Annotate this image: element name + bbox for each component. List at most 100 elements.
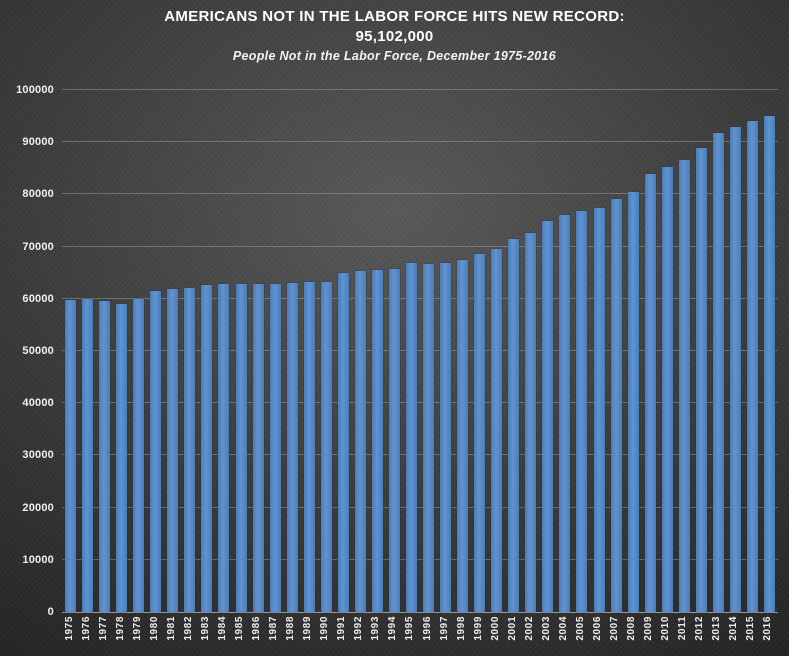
gridline bbox=[62, 89, 778, 90]
y-tick-label: 70000 bbox=[22, 240, 54, 253]
bar-2000 bbox=[491, 248, 503, 612]
chart-subtitle: People Not in the Labor Force, December … bbox=[232, 49, 557, 63]
x-tick-label: 1984 bbox=[216, 616, 228, 641]
y-axis-labels: 0 10000 20000 30000 40000 50000 60000 70000 8000… bbox=[0, 84, 54, 618]
bar-1987 bbox=[269, 283, 281, 612]
x-tick-label: 1998 bbox=[455, 616, 467, 641]
x-tick-label: 2000 bbox=[489, 616, 501, 641]
bar-2016 bbox=[763, 115, 775, 612]
bar-1977 bbox=[99, 300, 111, 612]
y-tick-label: 10000 bbox=[22, 553, 54, 566]
bar-2002 bbox=[525, 232, 537, 612]
x-tick-label: 2009 bbox=[643, 616, 655, 641]
bar-1976 bbox=[82, 299, 94, 612]
y-tick-label: 30000 bbox=[22, 449, 54, 462]
bar-2013 bbox=[712, 132, 724, 612]
bar-1999 bbox=[474, 254, 486, 612]
x-tick-label: 1977 bbox=[97, 616, 109, 641]
chart-title-value: 95,102,000 bbox=[355, 28, 434, 45]
x-tick-label: 2010 bbox=[660, 616, 672, 641]
bar-1995 bbox=[405, 263, 417, 612]
bar-1982 bbox=[184, 287, 196, 612]
x-tick-label: 1990 bbox=[319, 616, 331, 641]
x-tick-label: 1982 bbox=[182, 616, 194, 641]
y-tick-label: 40000 bbox=[22, 397, 54, 410]
x-tick-label: 2007 bbox=[609, 616, 621, 641]
x-tick-label: 2013 bbox=[711, 616, 723, 641]
gridline bbox=[62, 193, 778, 195]
x-tick-label: 1987 bbox=[268, 616, 280, 641]
bar-2010 bbox=[661, 167, 673, 612]
bar-2014 bbox=[729, 127, 741, 612]
x-tick-label: 1981 bbox=[165, 616, 177, 641]
x-tick-label: 2004 bbox=[557, 616, 569, 641]
x-tick-label: 1976 bbox=[80, 616, 92, 641]
x-tick-label: 1992 bbox=[353, 616, 365, 641]
bar-1997 bbox=[440, 263, 452, 612]
bar-2007 bbox=[610, 198, 622, 612]
bar-1981 bbox=[167, 288, 179, 612]
x-tick-label: 1975 bbox=[63, 616, 75, 641]
y-tick-label: 100000 bbox=[16, 84, 54, 96]
bar-2012 bbox=[695, 148, 707, 612]
bar-1984 bbox=[218, 284, 230, 612]
bar-2001 bbox=[508, 239, 520, 612]
bar-1993 bbox=[371, 269, 383, 612]
gridline bbox=[62, 297, 778, 299]
bar-1996 bbox=[423, 264, 435, 612]
x-tick-label: 2015 bbox=[745, 616, 757, 641]
x-tick-label: 2008 bbox=[626, 616, 638, 641]
x-tick-label: 2011 bbox=[677, 616, 689, 641]
x-tick-label: 2003 bbox=[540, 616, 552, 641]
plot-area bbox=[62, 89, 778, 613]
bar-2011 bbox=[678, 159, 690, 612]
chart-title: AMERICANS NOT IN THE LABOR FORCE HITS NE… bbox=[164, 8, 625, 25]
x-axis-labels: 1975 1976 1977 1978 1979 1980 1981 1982 1983 1984… bbox=[62, 616, 778, 656]
x-tick-label: 2005 bbox=[574, 616, 586, 641]
bar-1979 bbox=[133, 299, 145, 612]
bar-2005 bbox=[576, 211, 588, 612]
x-tick-label: 1997 bbox=[438, 616, 450, 641]
y-tick-label: 20000 bbox=[22, 501, 54, 514]
gridline bbox=[62, 402, 778, 404]
gridline bbox=[62, 506, 778, 508]
x-tick-label: 1979 bbox=[131, 616, 143, 641]
bar-2008 bbox=[627, 192, 639, 612]
y-tick-label: 80000 bbox=[22, 188, 54, 201]
x-tick-label: 1993 bbox=[370, 616, 382, 641]
bar-1985 bbox=[235, 283, 247, 612]
y-tick-label: 60000 bbox=[22, 292, 54, 305]
bar-1978 bbox=[116, 304, 128, 612]
gridline bbox=[62, 245, 778, 247]
chart-header: AMERICANS NOT IN THE LABOR FORCE HITS NE… bbox=[0, 8, 789, 63]
bar-1983 bbox=[201, 284, 213, 612]
gridline bbox=[62, 454, 778, 456]
gridline bbox=[62, 350, 778, 351]
x-tick-label: 2001 bbox=[506, 616, 518, 641]
x-tick-label: 1995 bbox=[404, 616, 416, 641]
x-tick-label: 2012 bbox=[694, 616, 706, 641]
x-tick-label: 1991 bbox=[336, 616, 348, 641]
y-tick-label: 0 bbox=[47, 606, 54, 618]
x-tick-label: 2014 bbox=[728, 616, 740, 641]
x-tick-label: 2016 bbox=[762, 616, 774, 641]
bar-1988 bbox=[286, 283, 298, 612]
bar-2015 bbox=[746, 120, 758, 612]
bar-2006 bbox=[593, 207, 605, 612]
bar-1994 bbox=[388, 268, 400, 612]
bar-1990 bbox=[320, 281, 332, 612]
bar-1980 bbox=[150, 290, 162, 612]
bar-1998 bbox=[457, 259, 469, 612]
bar-1991 bbox=[337, 273, 349, 612]
bar-1989 bbox=[303, 281, 315, 612]
y-tick-label: 50000 bbox=[22, 345, 54, 357]
gridline bbox=[62, 141, 778, 143]
x-tick-label: 1985 bbox=[234, 616, 245, 641]
x-tick-label: 1983 bbox=[199, 616, 211, 641]
bar-1986 bbox=[252, 284, 264, 612]
x-tick-label: 2006 bbox=[592, 616, 603, 641]
x-tick-label: 1999 bbox=[472, 616, 484, 641]
x-tick-label: 1988 bbox=[285, 616, 297, 641]
bar-2009 bbox=[644, 174, 656, 612]
